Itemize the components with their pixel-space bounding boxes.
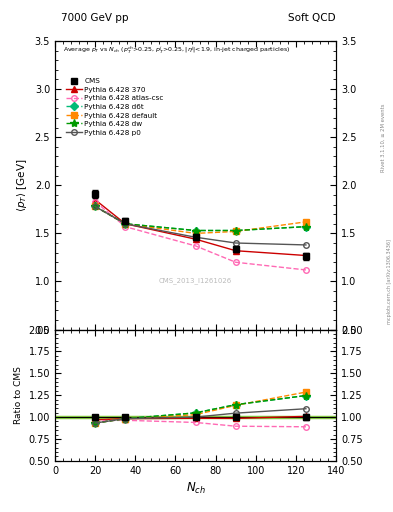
Legend: CMS, Pythia 6.428 370, Pythia 6.428 atlas-csc, Pythia 6.428 d6t, Pythia 6.428 de: CMS, Pythia 6.428 370, Pythia 6.428 atla… [64, 76, 165, 137]
Text: 7000 GeV pp: 7000 GeV pp [61, 13, 129, 23]
Y-axis label: $\langle p_T \rangle$ [GeV]: $\langle p_T \rangle$ [GeV] [15, 159, 29, 212]
Text: Soft QCD: Soft QCD [288, 13, 336, 23]
X-axis label: $N_{ch}$: $N_{ch}$ [185, 481, 206, 496]
Text: mcplots.cern.ch [arXiv:1306.3436]: mcplots.cern.ch [arXiv:1306.3436] [387, 239, 391, 324]
Text: Average $p_T$ vs $N_{ch}$ ($p_T^{ch}$>0.25, $p_T^j$>0.25, $|\eta^j|$<1.9, in-jet: Average $p_T$ vs $N_{ch}$ ($p_T^{ch}$>0.… [63, 44, 290, 55]
Y-axis label: Ratio to CMS: Ratio to CMS [14, 366, 23, 424]
Text: Rivet 3.1.10, ≥ 2M events: Rivet 3.1.10, ≥ 2M events [381, 104, 386, 173]
Text: CMS_2013_I1261026: CMS_2013_I1261026 [159, 277, 232, 284]
